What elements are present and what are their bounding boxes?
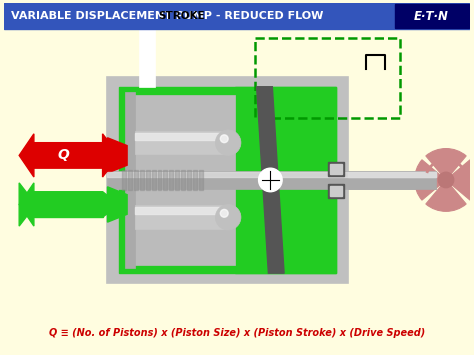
Bar bbox=[235, 87, 336, 273]
Bar bbox=[181, 170, 185, 190]
Wedge shape bbox=[426, 148, 466, 180]
Polygon shape bbox=[34, 134, 119, 177]
Bar bbox=[137, 10, 156, 28]
Bar bbox=[135, 206, 228, 229]
Bar bbox=[128, 170, 132, 190]
Bar bbox=[193, 170, 197, 190]
Bar bbox=[328, 184, 344, 198]
Text: Q: Q bbox=[57, 148, 69, 163]
Polygon shape bbox=[19, 183, 34, 226]
Bar bbox=[328, 162, 344, 176]
Bar bbox=[139, 23, 155, 87]
Wedge shape bbox=[415, 160, 446, 200]
Polygon shape bbox=[108, 187, 127, 222]
Bar bbox=[199, 170, 203, 190]
Bar bbox=[127, 94, 235, 265]
Polygon shape bbox=[256, 87, 284, 273]
Circle shape bbox=[259, 168, 282, 192]
Bar bbox=[134, 170, 138, 190]
Bar bbox=[348, 172, 436, 177]
Bar bbox=[146, 170, 150, 190]
Bar bbox=[187, 170, 191, 190]
Text: Q ≡ (No. of Pistons) x (Piston Size) x (Piston Stroke) x (Drive Speed): Q ≡ (No. of Pistons) x (Piston Size) x (… bbox=[49, 328, 425, 338]
Bar bbox=[157, 170, 162, 190]
Bar bbox=[330, 164, 342, 174]
Circle shape bbox=[438, 172, 454, 188]
Bar bbox=[135, 131, 228, 154]
Polygon shape bbox=[19, 183, 36, 226]
Bar bbox=[348, 171, 436, 189]
Bar bbox=[140, 170, 144, 190]
Polygon shape bbox=[19, 134, 34, 177]
Bar bbox=[152, 170, 155, 190]
Bar bbox=[175, 170, 179, 190]
Wedge shape bbox=[446, 160, 474, 200]
Text: E·T·N: E·T·N bbox=[414, 10, 449, 23]
Circle shape bbox=[215, 204, 241, 230]
Bar bbox=[255, 38, 400, 118]
Circle shape bbox=[220, 135, 228, 143]
Bar bbox=[164, 170, 167, 190]
Bar bbox=[169, 170, 173, 190]
Polygon shape bbox=[34, 192, 119, 217]
Bar bbox=[119, 87, 336, 273]
Bar bbox=[108, 77, 348, 283]
Bar bbox=[108, 172, 436, 177]
Bar bbox=[135, 207, 228, 214]
Wedge shape bbox=[426, 180, 466, 211]
Bar bbox=[135, 133, 228, 140]
Text: VARIABLE DISPLACEMENT PUMP - REDUCED FLOW: VARIABLE DISPLACEMENT PUMP - REDUCED FLO… bbox=[11, 11, 324, 21]
Bar bbox=[122, 170, 126, 190]
Bar bbox=[125, 92, 135, 268]
Circle shape bbox=[215, 130, 241, 155]
Polygon shape bbox=[108, 138, 127, 173]
Text: STROKE: STROKE bbox=[158, 11, 205, 21]
Bar bbox=[108, 171, 436, 189]
Bar bbox=[395, 4, 469, 28]
Bar bbox=[330, 186, 342, 196]
Bar bbox=[4, 3, 470, 29]
Circle shape bbox=[220, 209, 228, 217]
Polygon shape bbox=[34, 192, 102, 217]
